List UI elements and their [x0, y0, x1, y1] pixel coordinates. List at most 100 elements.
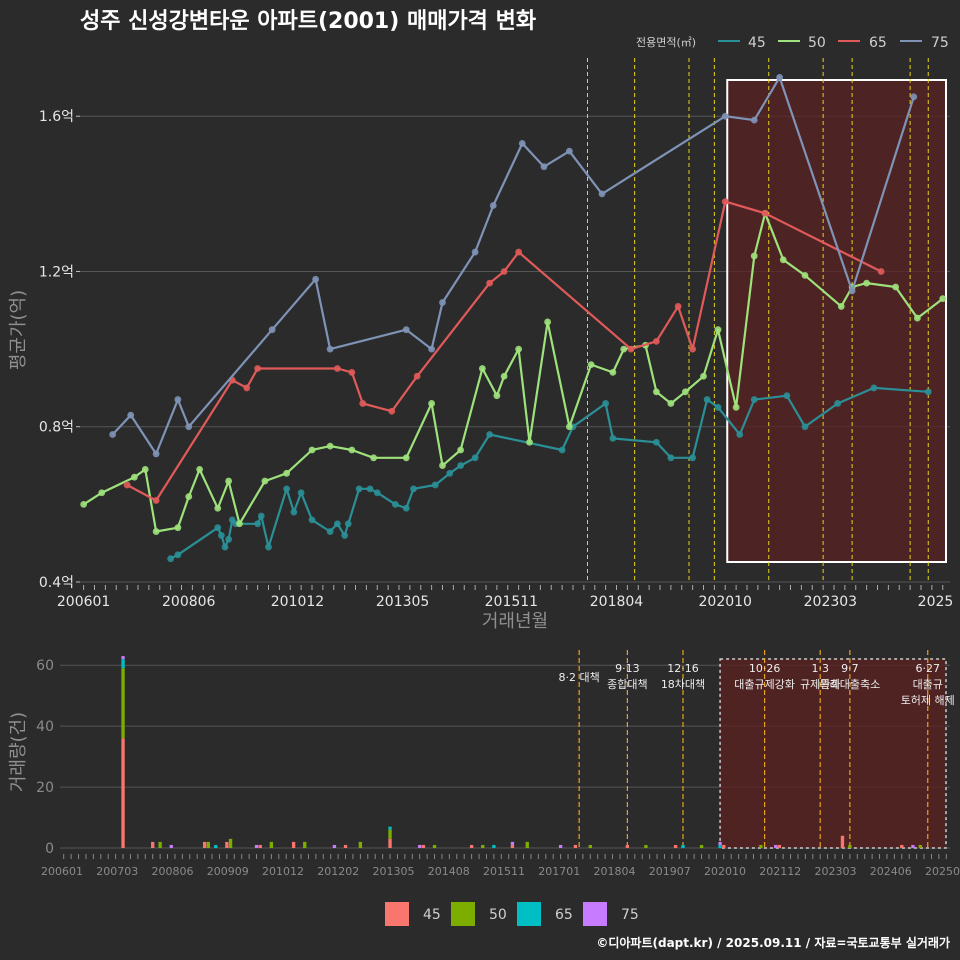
data-point-75	[268, 326, 276, 334]
volume-bar-75	[774, 844, 778, 848]
bottom-x-tick-label: 201907	[649, 865, 691, 878]
bottom-y-axis-title: 거래량(건)	[8, 712, 29, 792]
bottom-highlight-box	[719, 658, 947, 849]
data-point-65	[388, 407, 396, 415]
data-point-45	[457, 462, 465, 469]
data-point-45	[783, 392, 791, 400]
data-point-50	[667, 400, 675, 407]
data-point-45	[834, 400, 842, 407]
bottom-x-tick-label: 200703	[96, 865, 138, 878]
data-point-65	[254, 365, 262, 372]
volume-bar-45	[291, 841, 296, 848]
data-point-75	[598, 190, 606, 198]
data-point-45	[714, 403, 722, 411]
data-point-45	[217, 532, 225, 539]
policy-label: 종합대책	[607, 678, 647, 691]
data-point-50	[620, 345, 628, 353]
data-point-50	[370, 454, 378, 462]
data-point-50	[609, 369, 617, 376]
data-point-75	[127, 411, 135, 419]
bottom-x-tick-label: 200601	[41, 865, 83, 878]
data-point-50	[779, 256, 787, 264]
volume-bar-50	[848, 844, 852, 848]
volume-bar-45	[258, 844, 262, 848]
data-point-50	[732, 403, 740, 411]
data-point-65	[721, 198, 729, 206]
data-point-75	[152, 450, 160, 458]
data-point-75	[185, 423, 193, 431]
volume-bar-45	[469, 844, 474, 848]
volume-bar-45	[121, 738, 125, 848]
data-point-75	[910, 93, 918, 101]
top-x-tick-label: 201305	[376, 594, 429, 610]
volume-bar-50	[388, 829, 392, 839]
series-line-45	[170, 386, 929, 560]
data-point-50	[714, 326, 722, 334]
data-point-45	[290, 508, 298, 516]
top-y-tick-label: 1.2억	[39, 264, 74, 280]
data-point-50	[261, 477, 269, 485]
data-point-45	[283, 485, 291, 493]
top-y-tick-label: 0.8억	[39, 420, 74, 436]
data-point-45	[297, 489, 305, 497]
data-point-50	[863, 279, 871, 287]
data-point-45	[373, 489, 381, 497]
data-point-50	[837, 303, 845, 310]
policy-label: 9·13	[615, 662, 640, 675]
series-line-50	[83, 212, 944, 533]
data-point-50	[493, 392, 501, 400]
volume-bar-45	[225, 841, 229, 848]
data-point-50	[196, 466, 204, 473]
data-point-65	[152, 497, 160, 504]
bottom-y-tick-label: 20	[36, 780, 54, 796]
volume-bar-45	[343, 844, 348, 848]
top-y-axis-title: 평균가(억)	[8, 290, 29, 370]
data-point-65	[243, 384, 251, 392]
data-point-75	[428, 345, 436, 353]
data-point-50	[801, 271, 809, 279]
data-point-45	[391, 500, 399, 508]
volume-bar-65	[388, 826, 392, 830]
data-point-50	[141, 466, 149, 473]
data-point-50	[526, 438, 533, 446]
data-point-75	[489, 202, 497, 209]
volume-bar-50	[432, 844, 437, 848]
volume-bar-75	[558, 844, 563, 848]
bottom-legend-label-45: 45	[423, 907, 441, 923]
volume-bar-50	[206, 841, 211, 848]
volume-bar-45	[722, 844, 726, 848]
bottom-legend-label-50: 50	[489, 907, 507, 923]
data-point-50	[98, 489, 106, 497]
volume-bar-45	[421, 844, 426, 848]
data-point-45	[558, 446, 566, 454]
data-point-45	[326, 528, 334, 535]
volume-bar-45	[510, 844, 515, 848]
volume-panel: 0 20 40 60 8·2 대책 9·13 종합대책 12·16 18차대책 10·26 대출규제…	[36, 650, 960, 878]
bottom-legend-label-75: 75	[621, 907, 639, 923]
data-point-50	[478, 365, 486, 372]
data-point-45	[333, 520, 341, 528]
data-point-75	[439, 299, 446, 306]
data-point-75	[750, 116, 758, 124]
volume-bar-50	[269, 841, 274, 848]
volume-bar-75	[121, 656, 125, 660]
volume-bar-50	[481, 844, 485, 848]
data-point-50	[130, 473, 138, 481]
top-y-tick-label: 1.6억	[39, 109, 74, 125]
bottom-x-tick-label: 202406	[870, 865, 912, 878]
data-point-65	[486, 279, 494, 287]
data-point-45	[254, 520, 262, 528]
volume-bar-45	[673, 844, 678, 848]
data-point-50	[308, 446, 316, 454]
legend-label-45: 45	[748, 35, 766, 51]
data-point-65	[123, 481, 131, 489]
data-point-45	[652, 438, 660, 446]
volume-bar-45	[151, 841, 155, 848]
data-point-50	[225, 477, 233, 485]
data-point-75	[565, 147, 573, 155]
volume-bar-75	[911, 844, 915, 848]
volume-bar-50	[358, 841, 363, 848]
data-point-65	[348, 369, 356, 376]
policy-label: 12·16	[667, 662, 699, 675]
